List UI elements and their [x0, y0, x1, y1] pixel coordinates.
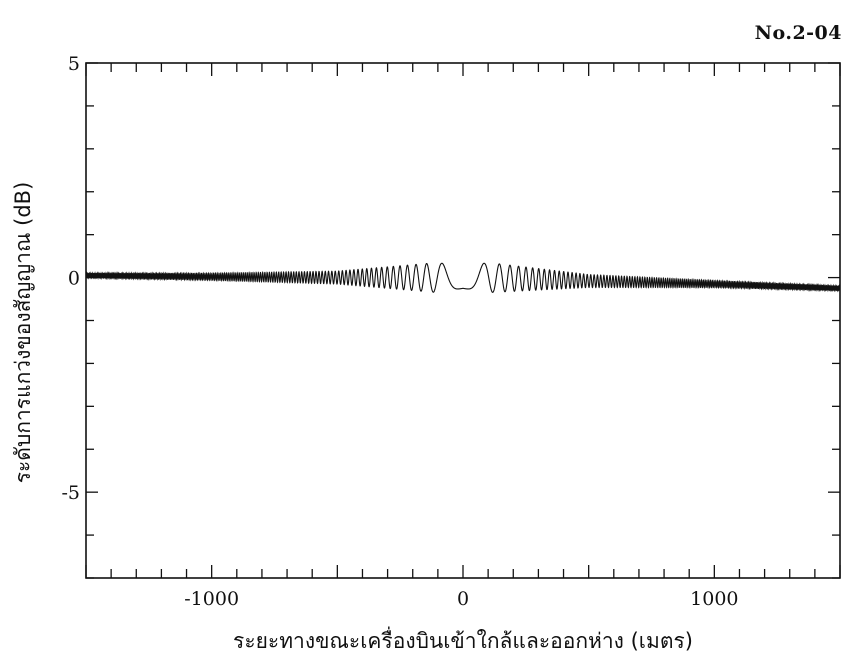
y-tick-label: -5 — [61, 482, 80, 504]
x-tick-label: -1000 — [184, 588, 239, 610]
axis-ticks — [85, 62, 841, 579]
y-axis-title: ระดับการแกว่งของสัญญาณ (dB) — [11, 182, 35, 484]
x-tick-label: 1000 — [690, 588, 738, 610]
plot-frame — [85, 62, 841, 579]
y-tick-label: 5 — [68, 53, 80, 75]
x-axis-title: ระยะทางขณะเครื่องบินเข้าใกล้และออกห่าง (… — [233, 626, 693, 653]
y-tick-label: 0 — [68, 268, 80, 290]
plot-area — [85, 62, 841, 579]
document-id: No.2-04 — [754, 22, 842, 44]
series-group — [85, 262, 841, 293]
x-tick-label: 0 — [457, 588, 469, 610]
signal-line — [85, 262, 841, 293]
tick-labels: -1000 0 1000 5 0 -5 — [61, 53, 738, 610]
